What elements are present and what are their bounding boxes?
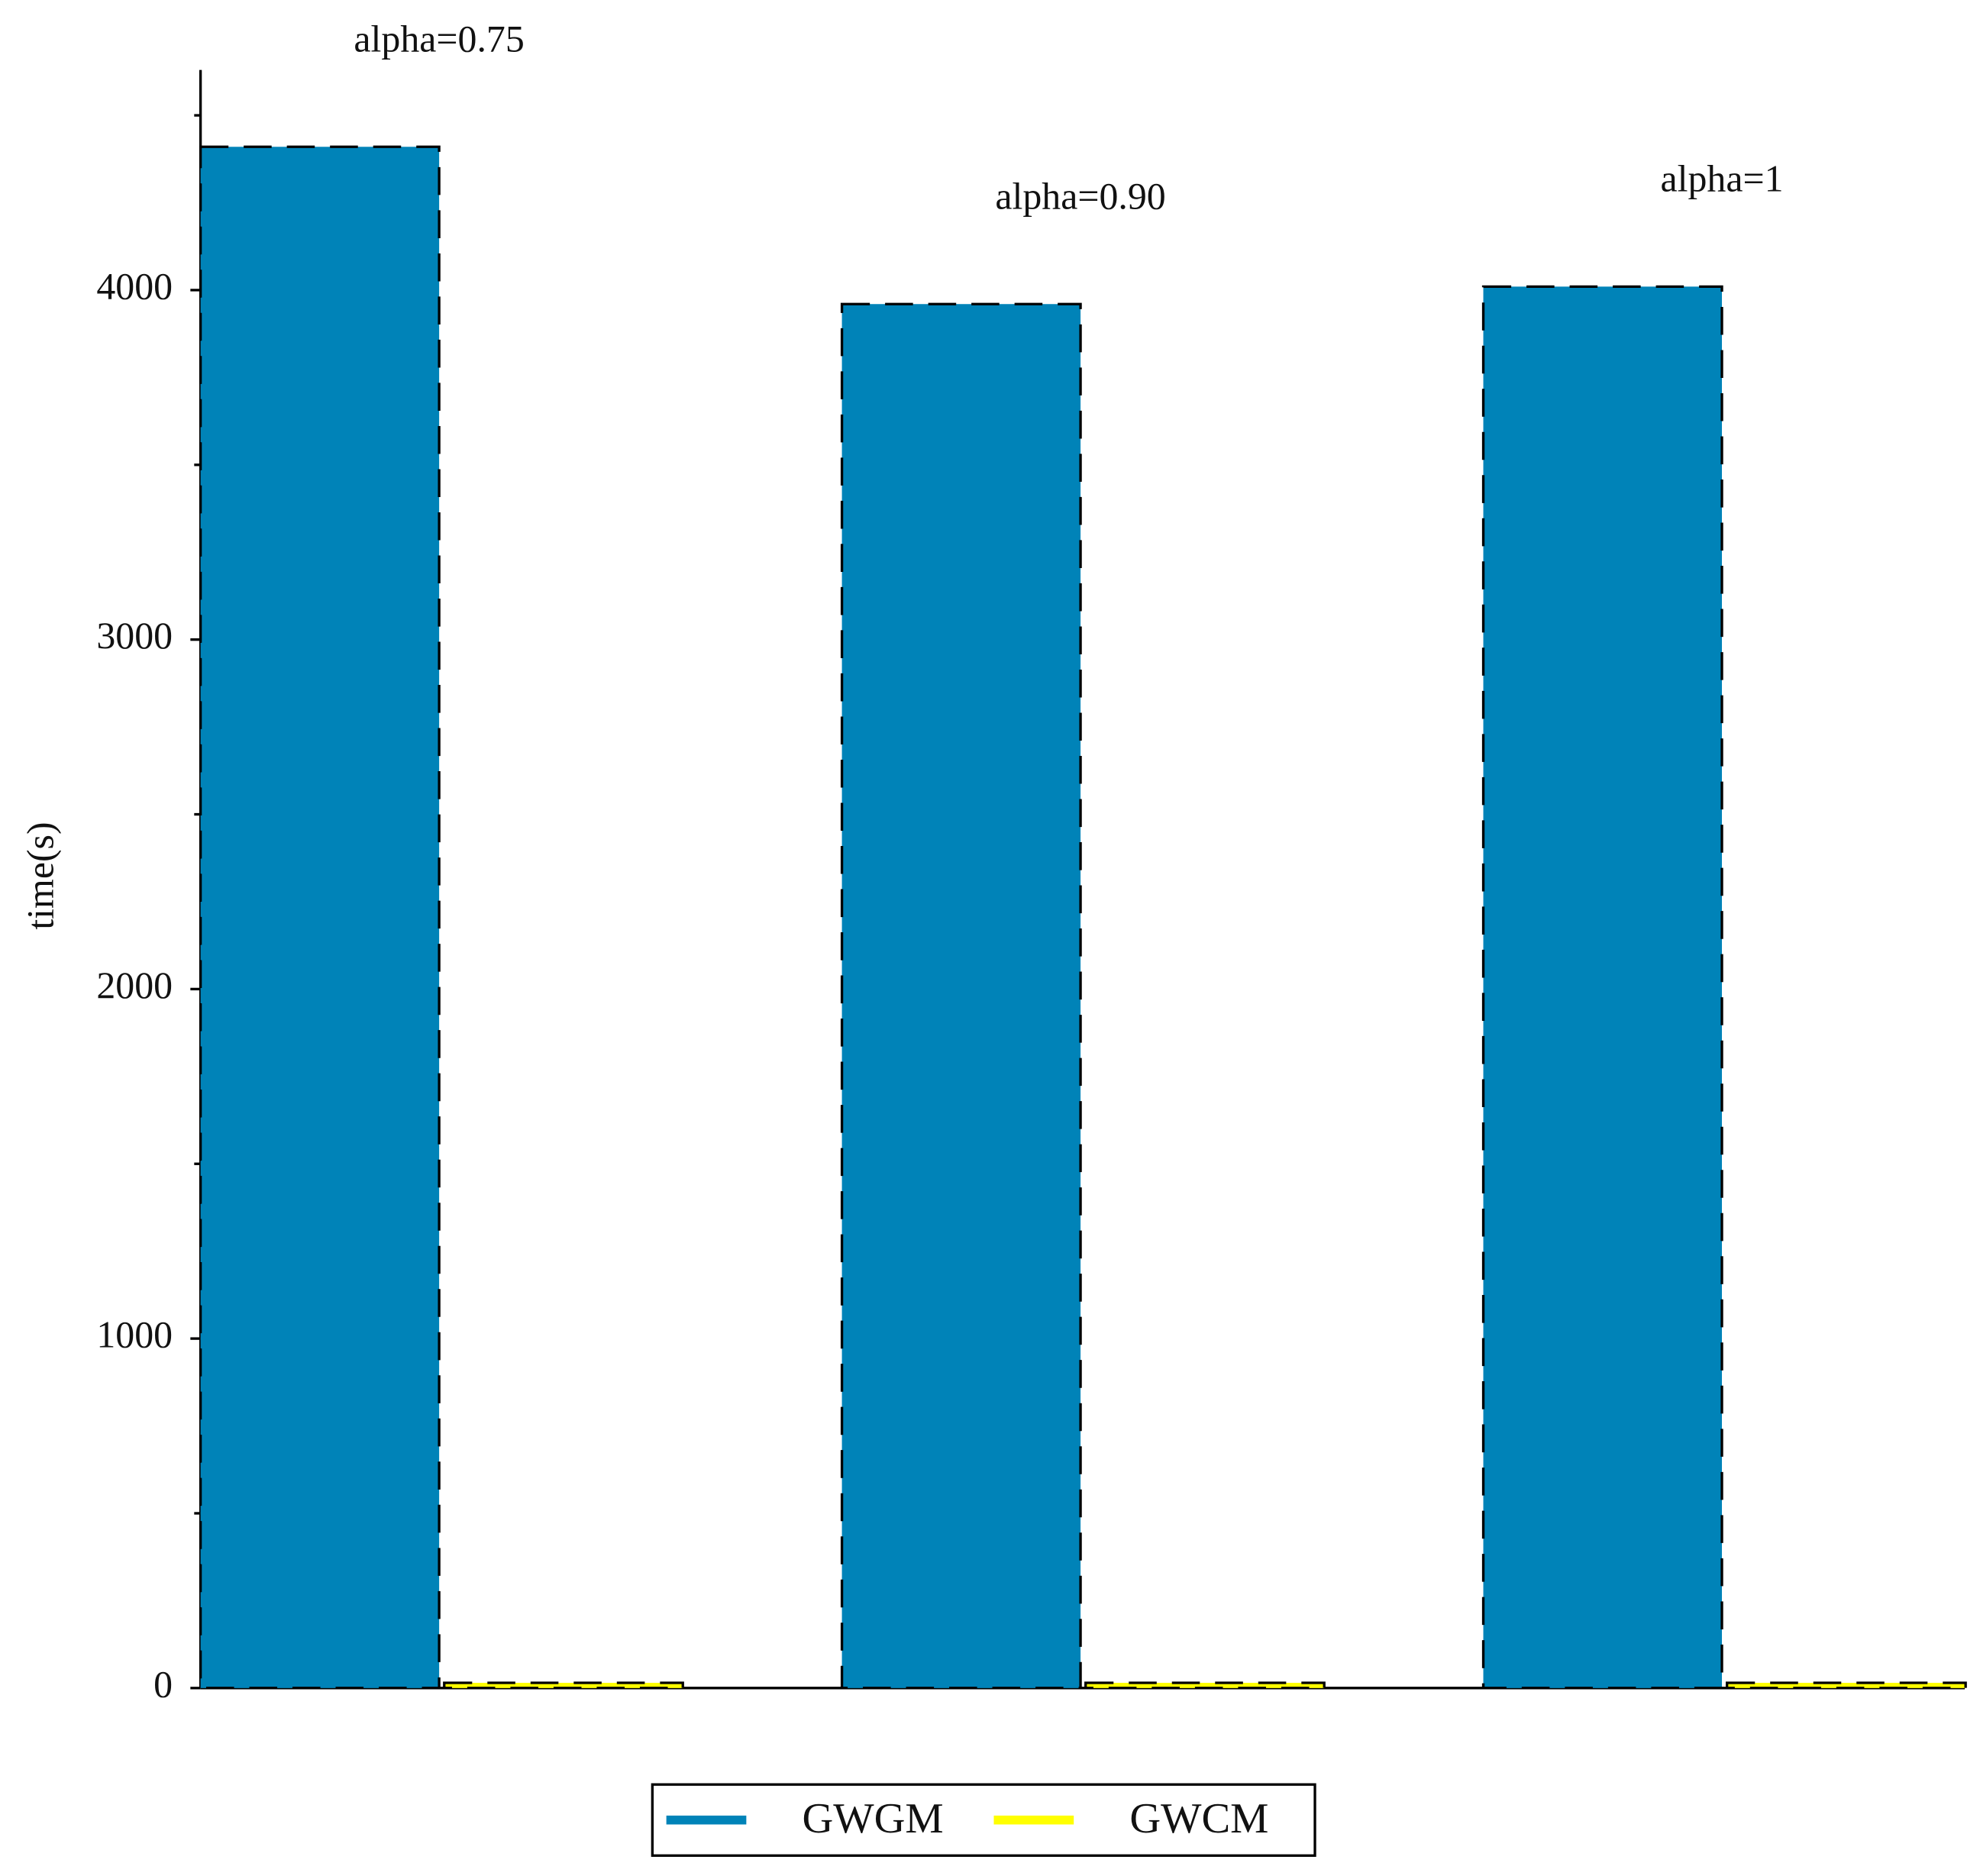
bar [1481,285,1723,1690]
group-label: alpha=1 [1661,157,1784,199]
y-tick-label: 2000 [96,964,173,1006]
y-tick-label: 3000 [96,615,173,657]
group-label: alpha=0.90 [995,175,1165,217]
bar [1084,1681,1326,1690]
bar [199,145,441,1690]
legend-box [651,1783,1316,1857]
legend-label: GWCM [1129,1795,1268,1842]
y-tick-label: 0 [153,1663,173,1705]
bar [443,1681,684,1690]
y-tick-label: 1000 [96,1314,173,1356]
bar [1726,1681,1967,1690]
y-axis-label: time(s) [20,822,62,929]
group-label: alpha=0.75 [354,18,524,60]
bar [840,302,1082,1690]
legend-label: GWGM [802,1795,943,1842]
y-tick-label: 4000 [96,265,173,307]
